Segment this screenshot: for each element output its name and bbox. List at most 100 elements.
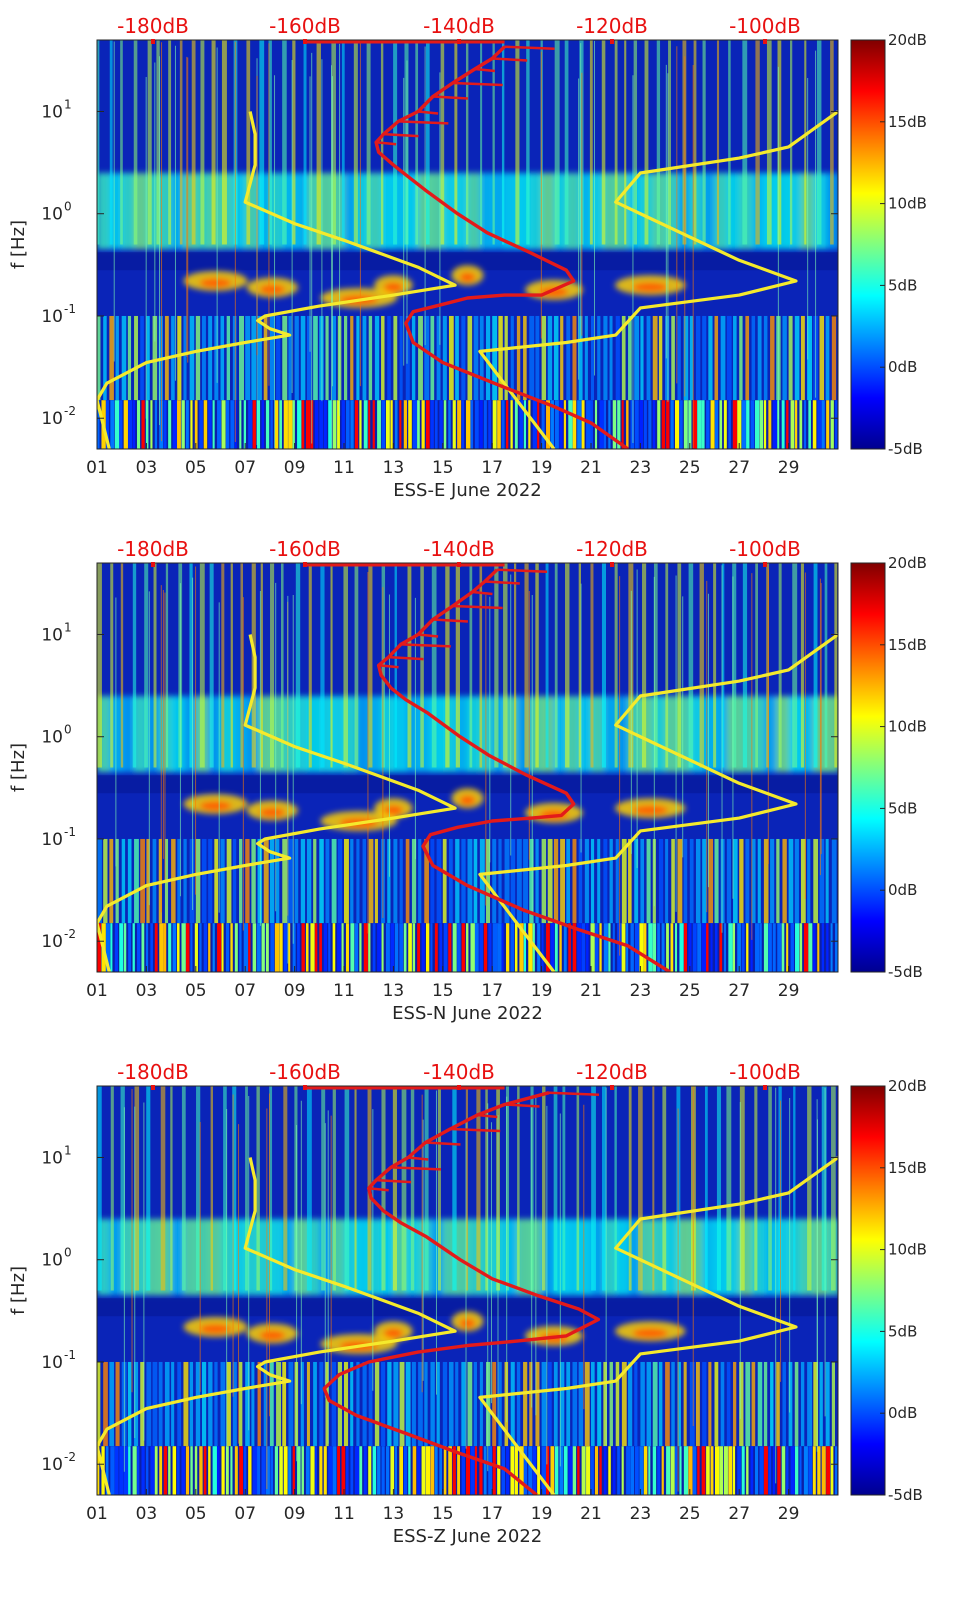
x-tick-label: 15 — [432, 458, 454, 478]
x-tick-label: 25 — [679, 458, 701, 478]
y-tick-label: 10 — [41, 409, 63, 429]
colorbar-tick-label: 0dB — [888, 358, 917, 376]
red-fringe — [306, 1086, 600, 1192]
low-frequency-bars — [97, 838, 837, 924]
x-tick-label: 09 — [284, 458, 306, 478]
y-axis-title: f [Hz] — [8, 743, 29, 792]
top-db-label: -160dB — [269, 537, 341, 561]
colorbar — [850, 39, 886, 450]
y-tick-exponent: 0 — [64, 200, 72, 214]
dark-band — [97, 775, 838, 794]
colorbar-tick-label: 5dB — [888, 1322, 917, 1340]
colorbar — [850, 1085, 886, 1496]
x-tick-label: 25 — [679, 981, 701, 1001]
lowest-band-bars — [97, 923, 838, 972]
x-tick-label: 29 — [778, 1504, 800, 1524]
x-tick-label: 13 — [383, 1504, 405, 1524]
top-db-marker — [610, 1085, 614, 1090]
top-db-marker — [151, 562, 155, 567]
top-db-marker — [303, 39, 307, 44]
x-tick-label: 21 — [580, 1504, 602, 1524]
top-db-marker — [457, 562, 461, 567]
y-tick-exponent: 1 — [64, 97, 72, 111]
x-tick-label: 15 — [432, 1504, 454, 1524]
x-tick-label: 17 — [481, 981, 503, 1001]
x-tick-label: 01 — [86, 458, 108, 478]
x-tick-label: 05 — [185, 458, 207, 478]
colorbar-tick-label: 20dB — [888, 554, 927, 572]
x-tick-label: 13 — [383, 458, 405, 478]
y-tick-label: 10 — [41, 830, 63, 850]
top-db-label: -120dB — [576, 537, 648, 561]
x-tick-label: 23 — [630, 458, 652, 478]
top-db-label: -120dB — [576, 1060, 648, 1084]
x-tick-label: 15 — [432, 981, 454, 1001]
upper-stripes — [97, 563, 838, 768]
colorbar-tick-label: 15dB — [888, 1159, 927, 1177]
colorbar-tick-label: 10dB — [888, 195, 927, 213]
colorbar-tick-label: 0dB — [888, 881, 917, 899]
x-tick-label: 29 — [778, 458, 800, 478]
x-tick-label: 29 — [778, 981, 800, 1001]
top-db-label: -120dB — [576, 14, 648, 38]
yellow-noise-model-right — [478, 633, 838, 972]
colorbar-tick-label: 10dB — [888, 718, 927, 736]
x-tick-label: 07 — [234, 1504, 256, 1524]
red-fringe — [306, 40, 555, 146]
colorbar-tick-label: 20dB — [888, 1077, 927, 1095]
x-tick-label: 25 — [679, 1504, 701, 1524]
colorbar-tick-label: -5dB — [888, 1486, 923, 1504]
colorbar-tick-label: 5dB — [888, 799, 917, 817]
yellow-noise-model-right — [478, 110, 838, 449]
top-db-label: -160dB — [269, 1060, 341, 1084]
top-db-marker — [763, 1085, 767, 1090]
y-tick-label: 10 — [41, 625, 63, 645]
top-db-label: -140dB — [423, 537, 495, 561]
x-axis-title: ESS-E June 2022 — [393, 480, 542, 501]
red-psd-curve — [376, 568, 671, 972]
x-tick-label: 23 — [630, 981, 652, 1001]
colorbar-tick-label: 15dB — [888, 636, 927, 654]
y-tick-exponent: 0 — [64, 723, 72, 737]
x-axis-title: ESS-Z June 2022 — [393, 1526, 543, 1547]
dark-band — [97, 252, 838, 271]
colorbar-tick-label: -5dB — [888, 440, 923, 458]
y-tick-exponent: 1 — [64, 1143, 72, 1157]
x-tick-label: 27 — [728, 458, 750, 478]
colorbar-tick-label: 0dB — [888, 1404, 917, 1422]
x-tick-label: 07 — [234, 981, 256, 1001]
x-tick-label: 27 — [728, 1504, 750, 1524]
y-tick-exponent: -2 — [64, 927, 76, 941]
top-db-marker — [303, 562, 307, 567]
mid-band — [97, 696, 838, 773]
top-db-label: -160dB — [269, 14, 341, 38]
top-db-label: -100dB — [729, 14, 801, 38]
x-tick-label: 21 — [580, 981, 602, 1001]
x-axis-title: ESS-N June 2022 — [392, 1003, 543, 1024]
y-tick-exponent: 1 — [64, 620, 72, 634]
plot-frame — [96, 1085, 839, 1496]
top-db-marker — [610, 562, 614, 567]
plot-area — [97, 563, 838, 972]
y-tick-exponent: -2 — [64, 404, 76, 418]
colorbar-tick-label: -5dB — [888, 963, 923, 981]
red-fringe — [306, 563, 548, 669]
top-db-label: -100dB — [729, 537, 801, 561]
colorbar — [850, 562, 886, 973]
top-db-marker — [457, 39, 461, 44]
y-tick-label: 10 — [41, 932, 63, 952]
plot-area — [97, 40, 838, 449]
y-tick-label: 10 — [41, 1148, 63, 1168]
top-db-marker — [610, 39, 614, 44]
top-db-marker — [151, 39, 155, 44]
top-db-label: -140dB — [423, 1060, 495, 1084]
plot-frame — [96, 39, 839, 450]
colorbar-tick-label: 5dB — [888, 276, 917, 294]
top-db-marker — [457, 1085, 461, 1090]
y-tick-label: 10 — [41, 205, 63, 225]
top-db-label: -180dB — [117, 1060, 189, 1084]
y-tick-exponent: -1 — [64, 825, 76, 839]
